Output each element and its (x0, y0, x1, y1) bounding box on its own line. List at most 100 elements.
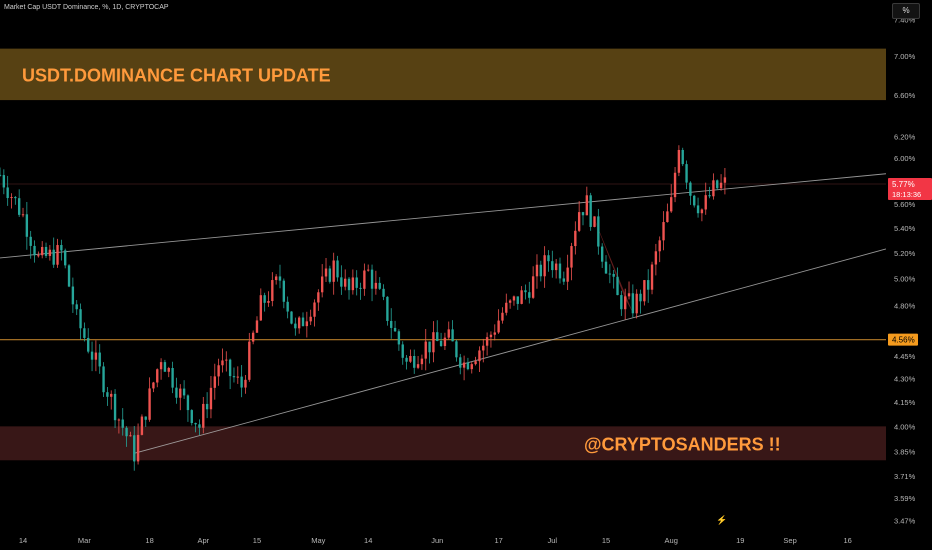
candle-body (524, 290, 527, 293)
x-tick-label: 15 (602, 536, 610, 545)
candle-body (623, 296, 627, 310)
candle-body (482, 345, 485, 351)
candle-body (631, 293, 635, 314)
support-price-badge (888, 333, 918, 346)
candle-body (213, 376, 216, 388)
candle-body (589, 195, 592, 227)
candle-body (71, 286, 75, 305)
candle-body (225, 359, 228, 361)
candle-body (600, 246, 604, 262)
x-tick-label: May (311, 536, 325, 545)
candle-body (186, 395, 190, 411)
candle-body (278, 276, 282, 281)
candle-body (693, 195, 696, 206)
candle-body (708, 195, 711, 197)
candle-body (716, 180, 719, 189)
candle-body (140, 416, 144, 435)
candle-body (574, 230, 577, 247)
candle-body (451, 329, 454, 342)
candle-body (627, 293, 631, 297)
candle-body (44, 246, 48, 256)
candle-body (56, 245, 59, 265)
y-tick-label: 3.47% (894, 516, 916, 525)
candle-body (290, 311, 293, 324)
candle-body (378, 282, 381, 289)
candle-body (505, 302, 508, 313)
candle-body (163, 362, 167, 372)
candle-body (620, 295, 623, 310)
candle-body (110, 393, 113, 397)
candle-body (370, 269, 374, 289)
percent-scale-button[interactable]: % (892, 3, 920, 19)
y-tick-label: 6.00% (894, 154, 916, 163)
candle-body (439, 340, 443, 347)
breakdown-highlight (590, 209, 633, 313)
candle-body (347, 278, 351, 291)
candle-body (263, 295, 266, 303)
candle-body (390, 320, 393, 328)
candle-body (221, 360, 224, 366)
upper-trendline[interactable] (0, 173, 887, 259)
candle-body (320, 276, 324, 293)
candle-body (21, 214, 25, 216)
last-price-badge (888, 177, 932, 200)
banner-title: USDT.DOMINANCE CHART UPDATE (22, 65, 331, 85)
candle-body (87, 337, 90, 352)
y-tick-label: 4.45% (894, 352, 916, 361)
y-tick-label: 3.71% (894, 472, 916, 481)
candle-body (566, 267, 569, 282)
candle-body (447, 329, 450, 338)
candle-body (336, 260, 339, 278)
candle-body (470, 364, 473, 370)
candle-body (144, 416, 147, 420)
candle-body (416, 364, 420, 368)
candle-body (0, 174, 2, 176)
candle-body (90, 351, 94, 360)
candle-body (274, 276, 278, 281)
candle-body (654, 251, 658, 265)
support-zone (0, 426, 886, 461)
candle-body (528, 292, 531, 298)
x-tick-label: Mar (78, 536, 91, 545)
candle-body (309, 316, 312, 322)
candle-body (217, 365, 220, 377)
candle-body (520, 290, 523, 304)
candle-body (535, 264, 539, 277)
candle-body (255, 320, 259, 333)
x-tick-label: Jun (431, 536, 443, 545)
candle-body (577, 212, 581, 231)
candle-body (700, 209, 704, 214)
candle-body (401, 344, 404, 358)
candle-body (455, 341, 458, 358)
candle-body (152, 382, 155, 389)
candle-body (305, 321, 309, 327)
candle-body (459, 357, 462, 368)
candle-body (64, 250, 67, 266)
candle-body (485, 337, 489, 346)
lightning-icon[interactable]: ⚡ (716, 515, 728, 525)
candle-body (67, 265, 71, 287)
candle-body (616, 276, 619, 296)
candle-body (297, 317, 301, 329)
candle-body (562, 278, 566, 282)
y-tick-label: 5.60% (894, 200, 916, 209)
candle-body (696, 205, 700, 214)
candle-body (443, 337, 447, 347)
candle-body (75, 304, 78, 310)
candle-body (33, 245, 36, 256)
candle-body (512, 296, 516, 301)
candle-body (194, 422, 197, 425)
candle-body (497, 320, 500, 333)
candle-body (301, 317, 305, 327)
candle-body (612, 273, 615, 277)
candle-body (209, 387, 213, 410)
candle-body (83, 328, 86, 338)
candle-body (704, 195, 707, 210)
candle-body (179, 388, 182, 398)
lower-trendline[interactable] (134, 248, 887, 454)
candle-body (712, 180, 715, 197)
candle-body (581, 212, 585, 216)
candle-body (570, 246, 573, 268)
candle-body (670, 197, 673, 212)
